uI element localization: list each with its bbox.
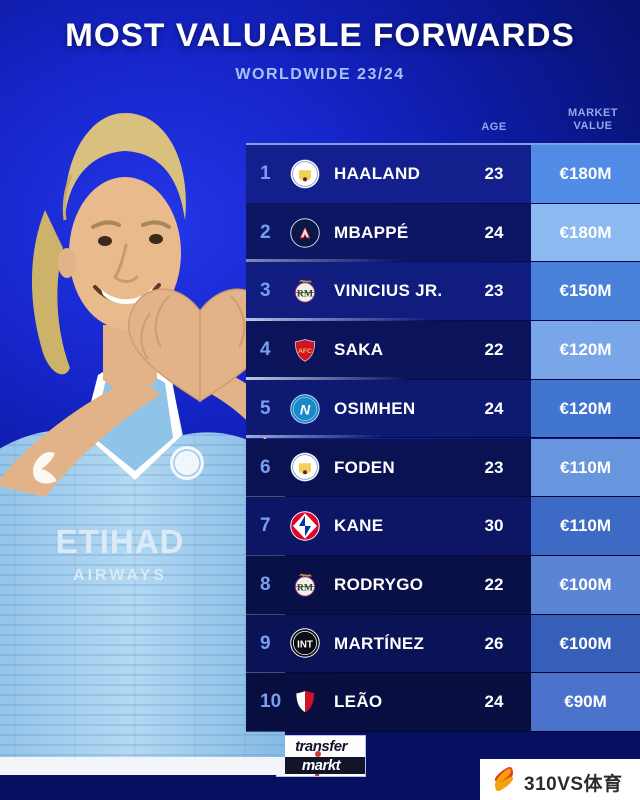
svg-text:N: N (300, 402, 311, 418)
svg-text:RM: RM (297, 582, 313, 593)
svg-text:RM: RM (297, 288, 313, 299)
svg-text:AFC: AFC (298, 348, 312, 355)
svg-text:AIRWAYS: AIRWAYS (73, 567, 167, 584)
svg-text:INT: INT (297, 640, 313, 651)
svg-text:ETIHAD: ETIHAD (56, 523, 185, 560)
